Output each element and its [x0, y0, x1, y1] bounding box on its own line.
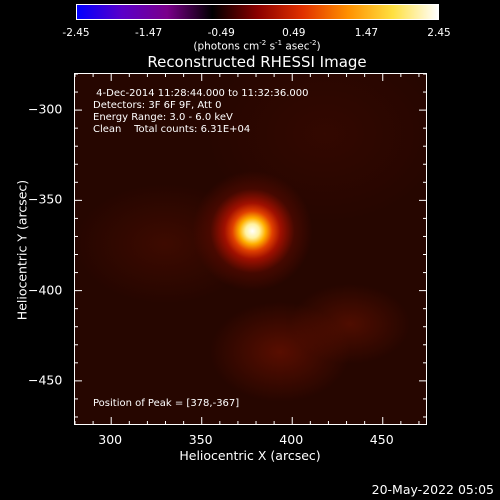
- colorbar-tick-label: 2.45: [427, 27, 451, 39]
- colorbar-unit-label: (photons cm-2 s-1 asec-2): [193, 39, 321, 53]
- y-tick-label: −300: [28, 101, 63, 117]
- y-tick-label: −350: [28, 191, 63, 207]
- peak-position-label: Position of Peak = [378,-367]: [93, 398, 240, 409]
- x-axis-title: Heliocentric X (arcsec): [179, 448, 321, 463]
- heatmap-image: [75, 74, 426, 424]
- x-tick-label: 400: [279, 432, 304, 447]
- x-tick-label: 350: [188, 432, 213, 447]
- info-line-detectors: Detectors: 3F 6F 9F, Att 0: [93, 100, 222, 111]
- info-line-energy-range: Energy Range: 3.0 - 6.0 keV: [93, 112, 233, 123]
- y-tick-label: −450: [28, 372, 63, 388]
- colorbar-tick-label: -1.47: [135, 27, 163, 39]
- colorbar-tick-label: 0.49: [282, 27, 306, 39]
- plot-area: [74, 73, 427, 425]
- y-axis-title: Heliocentric Y (arcsec): [14, 179, 30, 321]
- colorbar: [76, 4, 439, 20]
- y-tick-label: −400: [28, 282, 63, 298]
- chart-title: Reconstructed RHESSI Image: [147, 53, 367, 71]
- colorbar-tick-label: -0.49: [207, 27, 235, 39]
- x-tick-label: 300: [98, 432, 123, 447]
- colorbar-tick-label: -2.45: [62, 27, 90, 39]
- colorbar-tick-label: 1.47: [354, 27, 379, 39]
- info-line-clean-counts: Clean Total counts: 6.31E+04: [93, 124, 251, 135]
- info-line-time-range: 4-Dec-2014 11:28:44.000 to 11:32:36.000: [93, 88, 309, 99]
- footer-date: 20-May-2022 05:05: [371, 482, 494, 497]
- plot-axes: [75, 74, 426, 424]
- x-tick-label: 450: [369, 432, 394, 447]
